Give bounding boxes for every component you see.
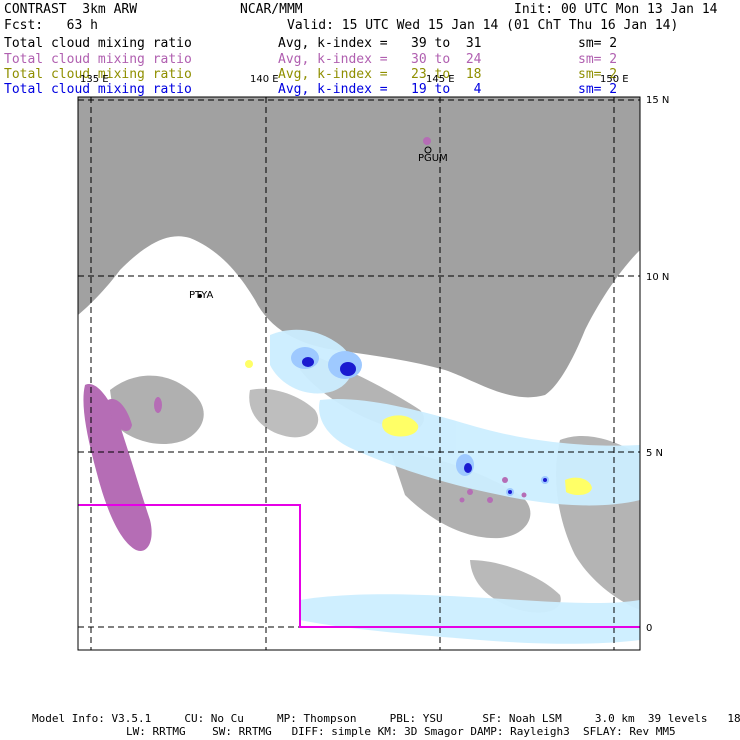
map-panel (77, 96, 641, 651)
station-label-pgum: PGUM (418, 153, 448, 164)
model-info-line-1: Model Info: V3.5.1 CU: No Cu MP: Thompso… (32, 712, 740, 725)
field-range-4: Avg, k-index = 19 to 4 (278, 82, 482, 97)
valid-time: Valid: 15 UTC Wed 15 Jan 14 (01 ChT Thu … (287, 18, 679, 33)
purple-cloud-field (83, 137, 527, 551)
map-border (77, 96, 641, 651)
lat-label-10n: 10 N (646, 272, 669, 283)
field-sm-2: sm= 2 (578, 52, 618, 67)
yellow-cloud-field (245, 360, 592, 496)
model-info-line-2: LW: RRTMG SW: RRTMG DIFF: simple KM: 3D … (126, 725, 676, 738)
station-marker-pgum (424, 146, 432, 154)
station-marker-ptya (198, 294, 202, 298)
nested-domain-boundary (78, 504, 640, 628)
lon-label-140e: 140 E (250, 74, 279, 85)
lon-label-150e: 150 E (600, 74, 629, 85)
lat-label-5n: 5 N (646, 448, 663, 459)
station-label-ptya: PTYA (189, 290, 213, 301)
field-range-2: Avg, k-index = 30 to 24 (278, 52, 482, 67)
lat-label-15n: 15 N (646, 95, 669, 106)
field-sm-1: sm= 2 (578, 36, 618, 51)
field-range-3: Avg, k-index = 23 to 18 (278, 67, 482, 82)
field-sm-3: sm= 2 (578, 67, 618, 82)
blue-cloud-cores (291, 347, 549, 496)
lon-label-145e: 145 E (426, 74, 455, 85)
lat-label-0: 0 (646, 623, 652, 634)
field-name-4: Total cloud mixing ratio (4, 82, 192, 97)
model-title: CONTRAST 3km ARW (4, 2, 138, 17)
init-time: Init: 00 UTC Mon 13 Jan 14 (514, 2, 718, 17)
field-name-3: Total cloud mixing ratio (4, 67, 192, 82)
field-range-1: Avg, k-index = 39 to 31 (278, 36, 482, 51)
org-label: NCAR/MMM (240, 2, 303, 17)
forecast-hour: Fcst: 63 h (4, 18, 98, 33)
field-name-1: Total cloud mixing ratio (4, 36, 192, 51)
field-name-2: Total cloud mixing ratio (4, 52, 192, 67)
lon-label-135e: 135 E (80, 74, 109, 85)
field-sm-4: sm= 2 (578, 82, 618, 97)
